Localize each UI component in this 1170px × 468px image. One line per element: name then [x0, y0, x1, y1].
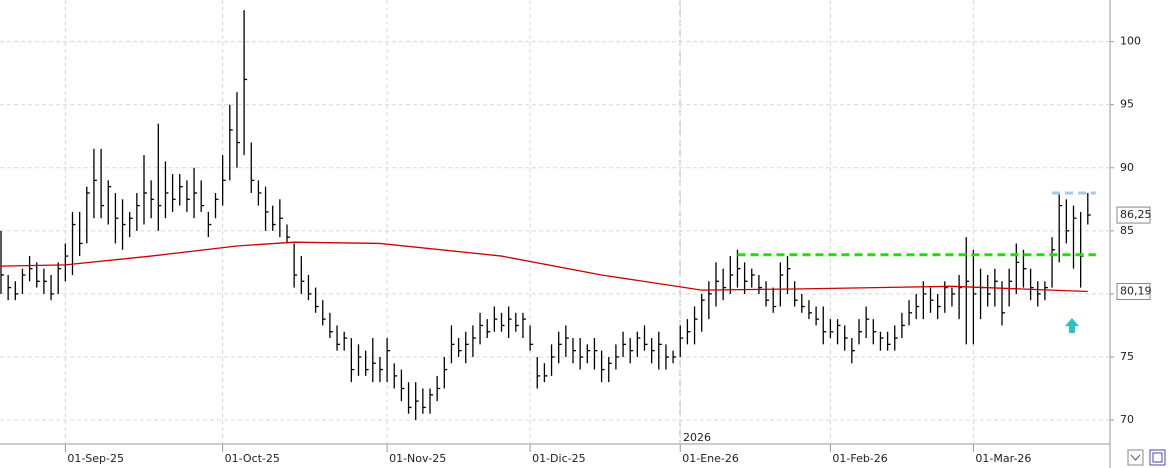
x-tick-label: 01-Ene-26	[682, 452, 739, 465]
y-tick-label: 95	[1120, 98, 1134, 111]
plot: 70758085909510001-Sep-2501-Oct-2501-Nov-…	[0, 0, 1152, 465]
y-tick-label: 70	[1120, 413, 1134, 426]
price-box	[1116, 283, 1151, 301]
price-label: 86,25	[1120, 208, 1152, 221]
year-label: 2026	[683, 431, 711, 444]
price-box	[1116, 206, 1151, 224]
x-tick-label: 01-Dic-25	[532, 452, 586, 465]
y-tick-label: 100	[1120, 35, 1141, 48]
save-icon	[1152, 452, 1163, 463]
price-label: 80,19	[1120, 285, 1152, 298]
signal-arrow	[1065, 318, 1079, 333]
x-tick-label: 01-Feb-26	[832, 452, 887, 465]
save-button[interactable]	[1149, 449, 1166, 466]
x-tick-label: 01-Mar-26	[975, 452, 1031, 465]
moving-average	[0, 241, 1088, 293]
y-tick-label: 85	[1120, 224, 1134, 237]
menu-icon	[1130, 454, 1141, 461]
x-tick-label: 01-Oct-25	[225, 452, 280, 465]
x-tick-label: 01-Nov-25	[389, 452, 446, 465]
x-tick-label: 01-Sep-25	[67, 452, 124, 465]
y-tick-label: 75	[1120, 350, 1134, 363]
menu-button[interactable]	[1127, 449, 1144, 466]
y-tick-label: 90	[1120, 161, 1134, 174]
